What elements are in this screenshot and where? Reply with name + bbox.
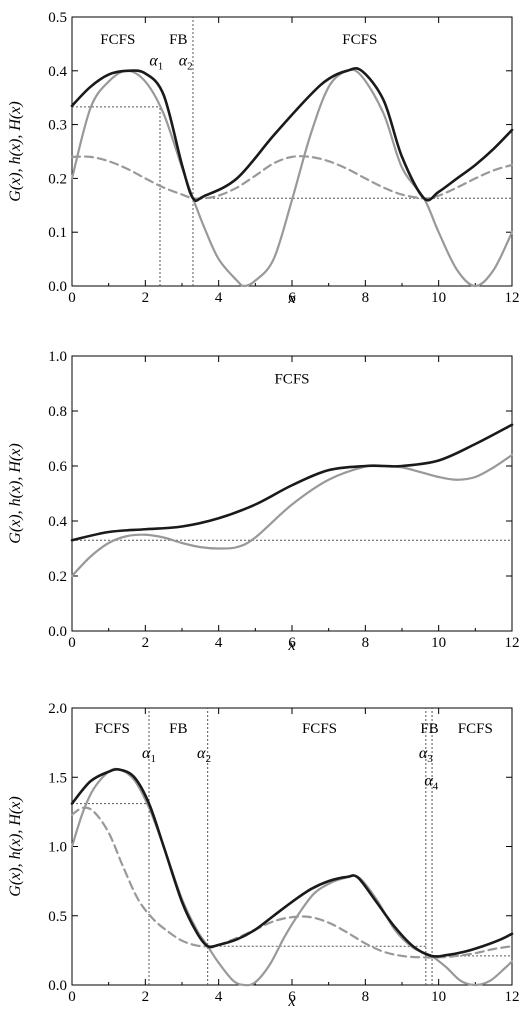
y-tick-label: 0.5 xyxy=(48,909,67,925)
plot-frame xyxy=(71,355,513,632)
y-tick-label: 0.4 xyxy=(48,514,67,530)
plot-frame xyxy=(71,707,513,986)
region-label: FCFS xyxy=(274,372,309,388)
x-tick-label: 10 xyxy=(431,635,446,651)
x-axis-label: x xyxy=(287,290,295,307)
x-tick-label: 0 xyxy=(68,290,76,306)
y-tick-label: 0.0 xyxy=(48,279,67,295)
x-tick-label: 6 xyxy=(288,290,296,306)
y-tick-label: 0.3 xyxy=(48,118,67,134)
series-line-black xyxy=(70,767,514,958)
y-tick-label: 0.2 xyxy=(48,569,67,585)
x-tick-label: 8 xyxy=(362,635,370,651)
alpha-label: α1 xyxy=(142,745,156,765)
y-tick-label: 1.0 xyxy=(48,840,67,856)
region-label: FCFS xyxy=(458,721,493,737)
series-line-dashed xyxy=(70,155,514,200)
x-tick-label: 8 xyxy=(362,989,370,1005)
y-tick-label: 0.4 xyxy=(48,64,67,80)
region-label: FCFS xyxy=(302,721,337,737)
alpha-label: α1 xyxy=(149,52,163,72)
chart-panel-1: 0 2 4 6 8 10 12 0.0 0.1 0.2 0.3 0.4 0.5 x G(x), h(x), … xyxy=(7,10,519,307)
x-tick-label: 12 xyxy=(505,989,519,1005)
x-tick-label: 2 xyxy=(142,989,150,1005)
x-tick-label: 6 xyxy=(288,635,296,651)
region-label: FB xyxy=(169,32,187,48)
series-line-black xyxy=(70,423,514,542)
region-label: FCFS xyxy=(100,32,135,48)
x-tick-label: 2 xyxy=(142,635,150,651)
x-tick-label: 4 xyxy=(215,635,223,651)
y-tick-label: 0.8 xyxy=(48,404,67,420)
y-tick-label: 0.0 xyxy=(48,978,67,994)
chart-panel-3: 0 2 4 6 8 10 12 0.0 0.5 1.0 1.5 2.0 x G(x), h(x), H(x… xyxy=(7,701,519,1010)
x-tick-label: 4 xyxy=(215,290,223,306)
x-tick-label: 10 xyxy=(431,290,446,306)
x-tick-label: 6 xyxy=(288,989,296,1005)
alpha-label: α2 xyxy=(197,745,211,765)
region-label: FCFS xyxy=(342,32,377,48)
alpha-label: α3 xyxy=(419,745,433,765)
series-line-gray xyxy=(70,453,514,578)
y-axis-label: G(x), h(x), H(x) xyxy=(7,796,24,896)
x-tick-label: 8 xyxy=(362,290,370,306)
y-tick-label: 0.1 xyxy=(48,225,67,241)
y-tick-label: 0.0 xyxy=(48,624,67,640)
y-axis-label: G(x), h(x), H(x) xyxy=(7,443,24,543)
x-tick-label: 2 xyxy=(142,290,150,306)
x-tick-label: 0 xyxy=(68,635,76,651)
y-tick-label: 1.5 xyxy=(48,770,67,786)
region-label: FB xyxy=(169,721,187,737)
x-axis-label: x xyxy=(287,993,295,1010)
y-tick-label: 1.0 xyxy=(48,349,67,365)
region-label: FCFS xyxy=(95,721,130,737)
series-line-gray xyxy=(70,68,514,288)
x-tick-label: 12 xyxy=(505,290,519,306)
y-axis-label: G(x), h(x), H(x) xyxy=(7,101,24,201)
plot-frame xyxy=(71,16,513,287)
x-tick-label: 4 xyxy=(215,989,223,1005)
region-label: FB xyxy=(420,721,438,737)
x-tick-label: 12 xyxy=(505,635,519,651)
alpha-label: α2 xyxy=(179,52,193,72)
y-tick-label: 0.6 xyxy=(48,459,67,475)
y-tick-label: 0.2 xyxy=(48,171,67,187)
chart-panel-2: 0 2 4 6 8 10 12 0.0 0.2 0.4 0.6 0.8 1.0 x G(x), h(x), … xyxy=(7,349,519,654)
series-line-black xyxy=(70,66,514,203)
y-tick-label: 0.5 xyxy=(48,10,67,26)
x-axis-label: x xyxy=(287,637,295,654)
series-line-gray xyxy=(70,767,514,987)
x-tick-label: 10 xyxy=(431,989,446,1005)
x-tick-label: 0 xyxy=(68,989,76,1005)
series-line-dashed xyxy=(70,806,514,959)
y-tick-label: 2.0 xyxy=(48,701,67,717)
alpha-label: α4 xyxy=(424,773,438,793)
